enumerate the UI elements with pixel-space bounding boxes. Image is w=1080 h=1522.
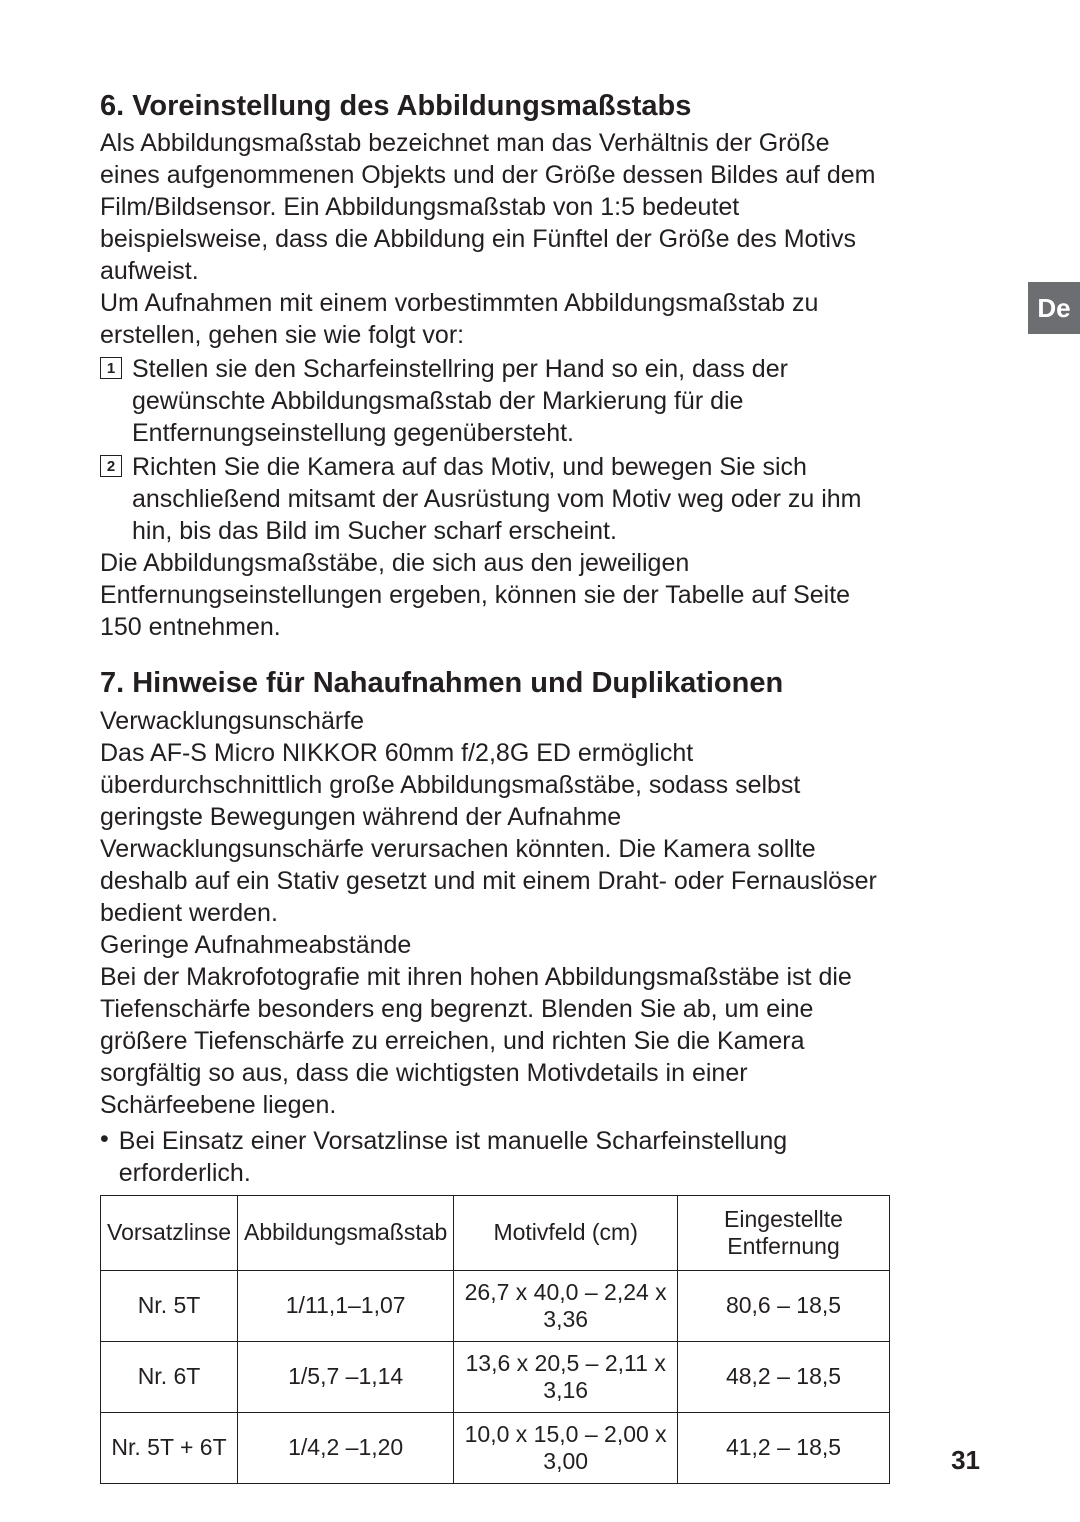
section-6-intro: Als Abbildungsmaßstab bezeichnet man das… xyxy=(100,127,890,287)
table-cell: 48,2 – 18,5 xyxy=(678,1341,890,1412)
table-cell: Nr. 5T + 6T xyxy=(101,1412,238,1483)
subheading-2: Geringe Aufnahmeabstände xyxy=(100,929,890,961)
bullet-dot: • xyxy=(100,1125,109,1189)
step-2-text: Richten Sie die Kamera auf das Motiv, un… xyxy=(132,451,890,547)
page-content: 6. Voreinstellung des Abbildungsmaßstabs… xyxy=(100,90,890,1484)
section-6-title: 6. Voreinstellung des Abbildungsmaßstabs xyxy=(100,90,890,123)
table-cell: 10,0 x 15,0 – 2,00 x 3,00 xyxy=(454,1412,678,1483)
section-7-title: 7. Hinweise für Nahaufnahmen und Duplika… xyxy=(100,667,890,700)
lens-table: Vorsatzlinse Abbildungsmaßstab Motivfeld… xyxy=(100,1195,890,1484)
table-body: Nr. 5T1/11,1–1,0726,7 x 40,0 – 2,24 x 3,… xyxy=(101,1270,890,1483)
subheading-1: Verwacklungsunschärfe xyxy=(100,705,890,737)
bullet-note: • Bei Einsatz einer Vorsatzlinse ist man… xyxy=(100,1125,890,1189)
step-1-number: 1 xyxy=(100,357,122,379)
table-cell: Nr. 5T xyxy=(101,1270,238,1341)
col-header-0: Vorsatzlinse xyxy=(101,1195,238,1270)
table-header-row: Vorsatzlinse Abbildungsmaßstab Motivfeld… xyxy=(101,1195,890,1270)
para-2: Bei der Makrofotografie mit ihren hohen … xyxy=(100,961,890,1121)
table-cell: 1/5,7 –1,14 xyxy=(238,1341,454,1412)
table-cell: 1/11,1–1,07 xyxy=(238,1270,454,1341)
col-header-1: Abbildungsmaßstab xyxy=(238,1195,454,1270)
step-1-text: Stellen sie den Scharfeinstellring per H… xyxy=(132,353,890,449)
page-number: 31 xyxy=(951,1445,980,1476)
table-cell: Nr. 6T xyxy=(101,1341,238,1412)
table-cell: 26,7 x 40,0 – 2,24 x 3,36 xyxy=(454,1270,678,1341)
table-row: Nr. 5T1/11,1–1,0726,7 x 40,0 – 2,24 x 3,… xyxy=(101,1270,890,1341)
section-6-intro2: Um Aufnahmen mit einem vorbestimmten Abb… xyxy=(100,287,890,351)
table-cell: 41,2 – 18,5 xyxy=(678,1412,890,1483)
language-tab: De xyxy=(1028,282,1080,334)
step-1: 1 Stellen sie den Scharfeinstellring per… xyxy=(100,353,890,449)
col-header-3: Eingestellte Entfernung xyxy=(678,1195,890,1270)
step-2-number: 2 xyxy=(100,455,122,477)
table-row: Nr. 6T1/5,7 –1,1413,6 x 20,5 – 2,11 x 3,… xyxy=(101,1341,890,1412)
para-1: Das AF-S Micro NIKKOR 60mm f/2,8G ED erm… xyxy=(100,737,890,929)
section-6-outro: Die Abbildungsmaßstäbe, die sich aus den… xyxy=(100,547,890,643)
table-row: Nr. 5T + 6T1/4,2 –1,2010,0 x 15,0 – 2,00… xyxy=(101,1412,890,1483)
col-header-2: Motivfeld (cm) xyxy=(454,1195,678,1270)
bullet-text: Bei Einsatz einer Vorsatzlinse ist manue… xyxy=(119,1125,890,1189)
table-cell: 80,6 – 18,5 xyxy=(678,1270,890,1341)
table-cell: 1/4,2 –1,20 xyxy=(238,1412,454,1483)
table-cell: 13,6 x 20,5 – 2,11 x 3,16 xyxy=(454,1341,678,1412)
step-2: 2 Richten Sie die Kamera auf das Motiv, … xyxy=(100,451,890,547)
